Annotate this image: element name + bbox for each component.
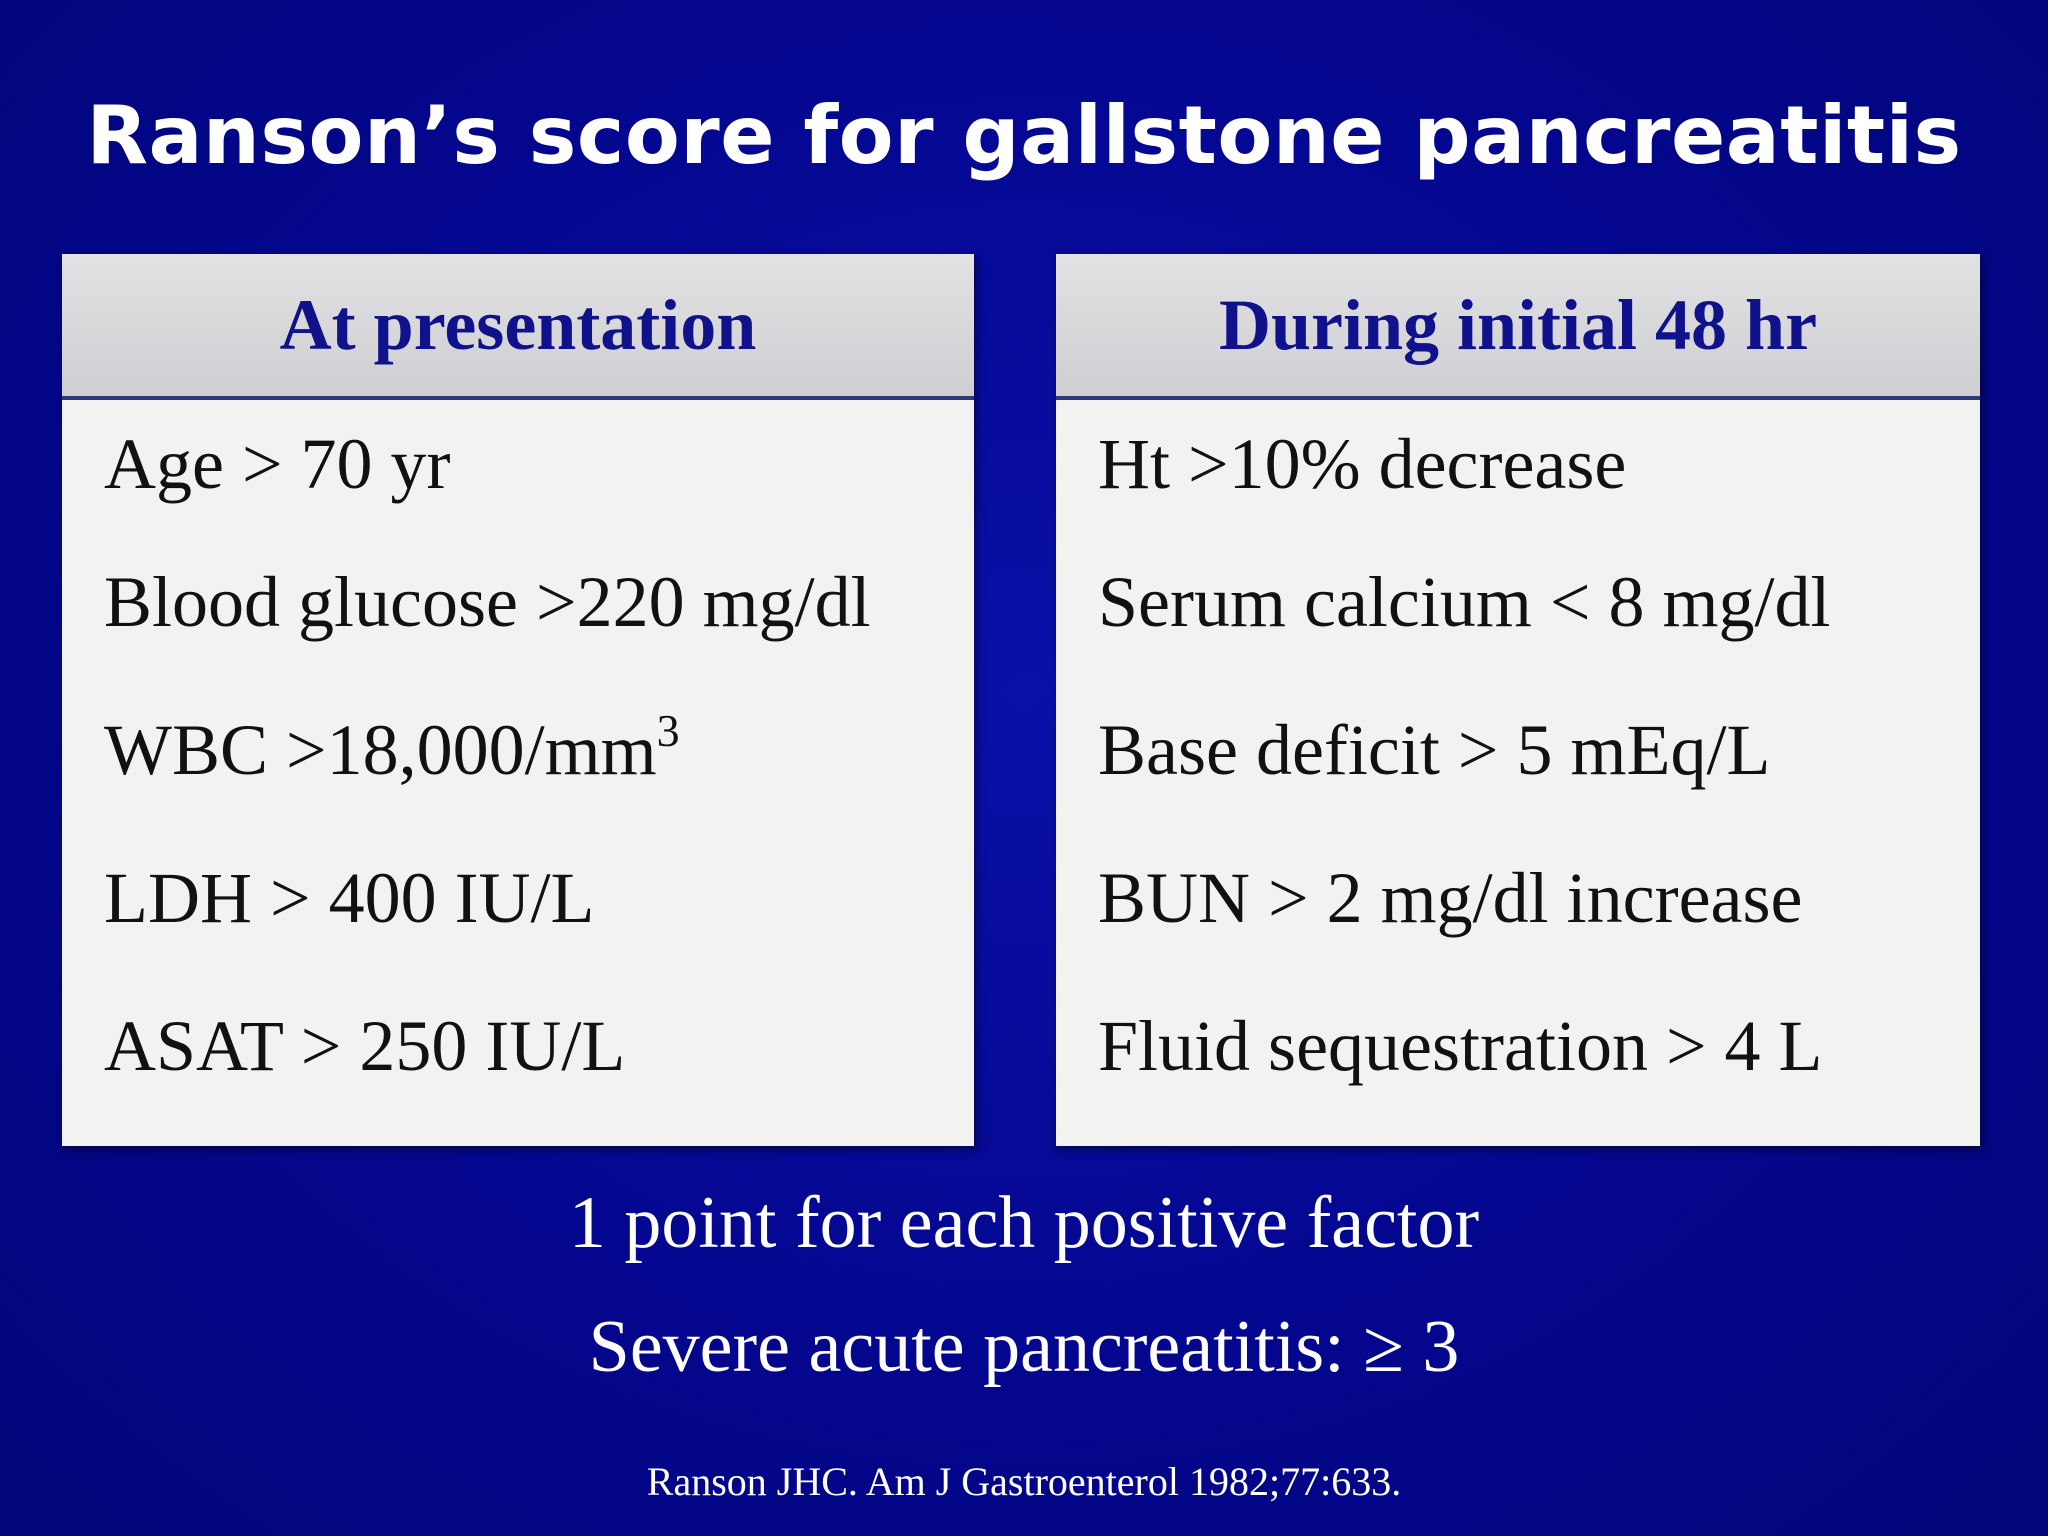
- criterion-serum-calcium: Serum calcium < 8 mg/dl: [1098, 562, 1831, 642]
- at-presentation-header-label: At presentation: [279, 284, 757, 365]
- initial-48hr-header-label: During initial 48 hr: [1218, 284, 1818, 365]
- initial-48hr-header: During initial 48 hr: [1056, 254, 1980, 400]
- criterion-ldh: LDH > 400 IU/L: [104, 858, 595, 938]
- at-presentation-list: Age > 70 yr Blood glucose >220 mg/dl WBC…: [62, 400, 974, 1120]
- criterion-bun: BUN > 2 mg/dl increase: [1098, 858, 1803, 938]
- criterion-asat: ASAT > 250 IU/L: [104, 1006, 626, 1086]
- slide-title: Ranson’s score for gallstone pancreatiti…: [86, 89, 1962, 182]
- criterion-base-deficit: Base deficit > 5 mEq/L: [1098, 710, 1771, 790]
- criterion-wbc: WBC >18,000/mm3: [62, 676, 974, 824]
- criterion-age: Age > 70 yr: [104, 424, 451, 504]
- initial-48hr-list: Ht >10% decrease Serum calcium < 8 mg/dl…: [1056, 400, 1980, 1120]
- criterion-blood-glucose: Blood glucose >220 mg/dl: [104, 562, 871, 642]
- citation: Ranson JHC. Am J Gastroenterol 1982;77:6…: [646, 1459, 1402, 1504]
- criterion-fluid-sequestration: Fluid sequestration > 4 L: [1098, 1006, 1823, 1086]
- initial-48hr-panel: During initial 48 hr Ht >10% decrease Se…: [1056, 254, 1980, 1146]
- at-presentation-header: At presentation: [62, 254, 974, 400]
- at-presentation-panel: At presentation Age > 70 yr Blood glucos…: [62, 254, 974, 1146]
- criterion-hematocrit: Ht >10% decrease: [1098, 424, 1627, 504]
- criterion-wbc-exponent: 3: [656, 705, 680, 756]
- severity-threshold: Severe acute pancreatitis: ≥ 3: [588, 1306, 1460, 1388]
- criterion-wbc-text: WBC >18,000/mm: [104, 710, 657, 790]
- scoring-rule: 1 point for each positive factor: [568, 1182, 1480, 1264]
